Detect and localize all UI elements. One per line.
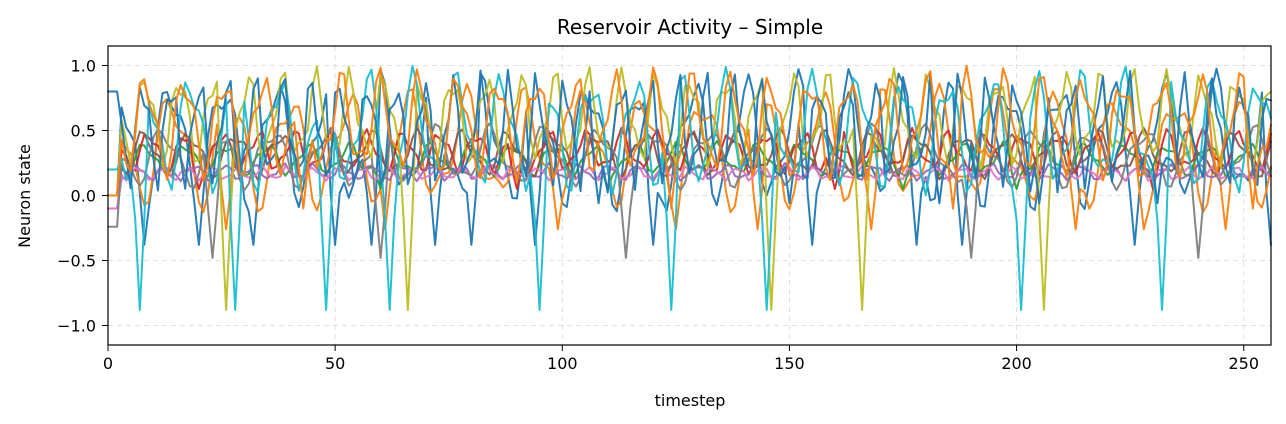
y-tick-label: 0.0 <box>71 187 96 206</box>
x-tick-label: 0 <box>103 354 113 373</box>
series-line-9 <box>107 65 1272 311</box>
series-line-11 <box>107 68 1272 205</box>
y-tick-label: 1.0 <box>71 57 96 76</box>
x-tick-label: 100 <box>547 354 578 373</box>
y-axis: 1.0 0.5 0.0 −0.5 −1.0 <box>57 57 108 336</box>
series-line-8 <box>107 122 1272 259</box>
y-axis-title: Neuron state <box>15 144 34 248</box>
series-line-4 <box>107 127 1272 197</box>
y-tick-label: 0.5 <box>71 122 96 141</box>
series-line-6 <box>107 126 1272 197</box>
x-tick-label: 200 <box>1001 354 1032 373</box>
series-layer <box>107 64 1272 311</box>
x-axis-title: timestep <box>655 391 726 410</box>
y-tick-label: −1.0 <box>57 317 96 336</box>
y-tick-label: −0.5 <box>57 252 96 271</box>
x-tick-label: 50 <box>325 354 345 373</box>
x-tick-label: 250 <box>1228 354 1259 373</box>
x-axis: 0 50 100 150 200 250 <box>103 345 1259 373</box>
chart-title: Reservoir Activity – Simple <box>557 15 823 39</box>
series-line-12 <box>107 64 1272 210</box>
x-tick-label: 150 <box>774 354 805 373</box>
series-line-10 <box>107 65 1272 311</box>
